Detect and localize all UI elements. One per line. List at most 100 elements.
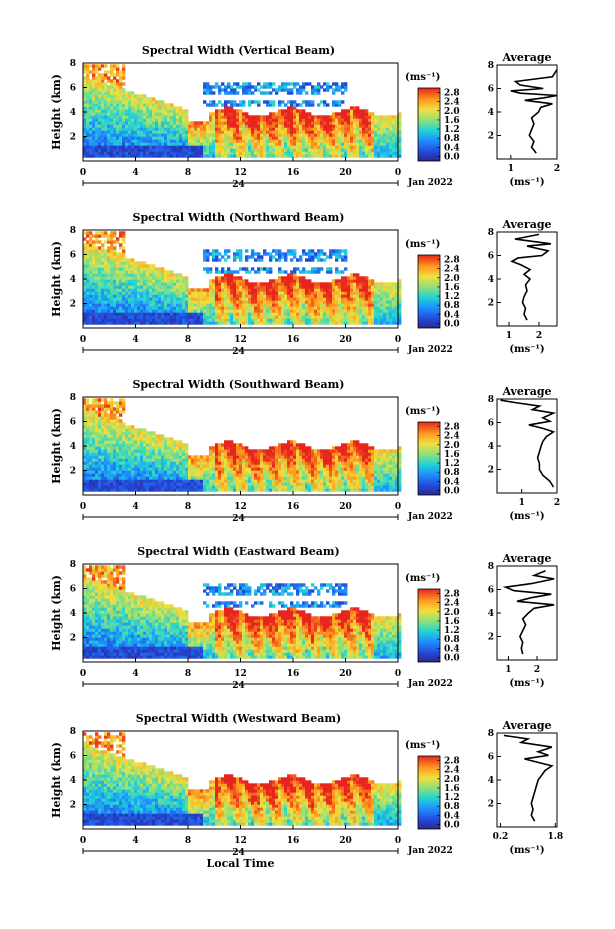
heatmap-cell xyxy=(284,88,288,92)
heatmap-cell xyxy=(83,109,87,113)
heatmap-cell xyxy=(161,464,165,468)
heatmap-cell xyxy=(257,139,261,143)
heatmap-cell xyxy=(83,70,87,74)
heatmap-cell xyxy=(95,91,99,95)
heatmap-cell xyxy=(206,297,210,301)
heatmap-cell xyxy=(152,288,156,292)
heatmap-cell xyxy=(152,476,156,480)
heatmap-cell xyxy=(398,288,402,292)
heatmap-cell xyxy=(263,285,267,289)
heatmap-cell xyxy=(347,115,351,119)
heatmap-cell xyxy=(83,413,87,417)
heatmap-cell xyxy=(314,315,318,319)
heatmap-cell xyxy=(347,136,351,140)
heatmap-cell xyxy=(107,297,111,301)
heatmap-cell xyxy=(254,315,258,319)
heatmap-cell xyxy=(113,312,117,316)
heatmap-cell xyxy=(137,270,141,274)
heatmap-cell xyxy=(164,103,168,107)
heatmap-cell xyxy=(161,282,165,286)
heatmap-cell xyxy=(395,130,399,134)
heatmap-cell xyxy=(284,321,288,325)
heatmap-cell xyxy=(299,136,303,140)
heatmap-cell xyxy=(356,273,360,277)
heatmap-cell xyxy=(158,106,162,110)
heatmap-cell xyxy=(305,294,309,298)
heatmap-cell xyxy=(161,148,165,152)
heatmap-cell xyxy=(290,112,294,116)
heatmap-cell xyxy=(386,121,390,125)
heatmap-cell xyxy=(92,431,96,435)
heatmap-cell xyxy=(236,115,240,119)
heatmap-cell xyxy=(257,297,261,301)
heatmap-cell xyxy=(146,154,150,158)
heatmap-cell xyxy=(152,124,156,128)
heatmap-cell xyxy=(113,255,117,259)
heatmap-cell xyxy=(113,261,117,265)
heatmap-cell xyxy=(386,139,390,143)
heatmap-cell xyxy=(167,303,171,307)
heatmap-cell xyxy=(170,103,174,107)
heatmap-cell xyxy=(146,133,150,137)
heatmap-cell xyxy=(146,440,150,444)
heatmap-cell xyxy=(119,121,123,125)
heatmap-cell xyxy=(296,291,300,295)
heatmap-cell xyxy=(281,151,285,155)
heatmap-cell xyxy=(185,315,189,319)
heatmap-cell xyxy=(326,255,330,259)
heatmap-cell xyxy=(113,112,117,116)
heatmap-cell xyxy=(161,446,165,450)
heatmap-cell xyxy=(242,115,246,119)
heatmap-cell xyxy=(98,300,102,304)
heatmap-cell xyxy=(215,142,219,146)
heatmap-cell xyxy=(167,315,171,319)
heatmap-cell xyxy=(380,285,384,289)
heatmap-cell xyxy=(266,121,270,125)
heatmap-cell xyxy=(212,136,216,140)
heatmap-cell xyxy=(119,318,123,322)
heatmap-cell xyxy=(83,416,87,420)
heatmap-cell xyxy=(326,127,330,131)
heatmap-cell xyxy=(209,136,213,140)
heatmap-cell xyxy=(101,315,105,319)
heatmap-cell xyxy=(89,255,93,259)
heatmap-cell xyxy=(359,294,363,298)
heatmap-cell xyxy=(164,136,168,140)
heatmap-cell xyxy=(386,282,390,286)
heatmap-cell xyxy=(362,136,366,140)
heatmap-cell xyxy=(173,142,177,146)
heatmap-cell xyxy=(305,282,309,286)
heatmap-cell xyxy=(161,318,165,322)
heatmap-cell xyxy=(335,136,339,140)
heatmap-cell xyxy=(149,321,153,325)
heatmap-cell xyxy=(164,112,168,116)
heatmap-cell xyxy=(122,401,126,405)
heatmap-cell xyxy=(146,479,150,483)
heatmap-cell xyxy=(323,258,327,262)
heatmap-cell xyxy=(275,133,279,137)
heatmap-cell xyxy=(356,130,360,134)
heatmap-cell xyxy=(164,285,168,289)
heatmap-cell xyxy=(242,121,246,125)
heatmap-cell xyxy=(104,312,108,316)
heatmap-cell xyxy=(167,151,171,155)
heatmap-cell xyxy=(146,312,150,316)
heatmap-cell xyxy=(230,148,234,152)
heatmap-cell xyxy=(239,151,243,155)
heatmap-cell xyxy=(146,309,150,313)
heatmap-cell xyxy=(221,88,225,92)
heatmap-cell xyxy=(296,127,300,131)
heatmap-cell xyxy=(98,449,102,453)
heatmap-cell xyxy=(299,127,303,131)
heatmap-cell xyxy=(365,148,369,152)
heatmap-cell xyxy=(110,461,114,465)
heatmap-cell xyxy=(200,309,204,313)
heatmap-cell xyxy=(119,115,123,119)
avg-y-tick-label: 6 xyxy=(488,252,494,262)
heatmap-cell xyxy=(98,136,102,140)
heatmap-cell xyxy=(338,124,342,128)
heatmap-cell xyxy=(212,318,216,322)
heatmap-cell xyxy=(83,291,87,295)
heatmap-cell xyxy=(83,288,87,292)
heatmap-cell xyxy=(230,288,234,292)
